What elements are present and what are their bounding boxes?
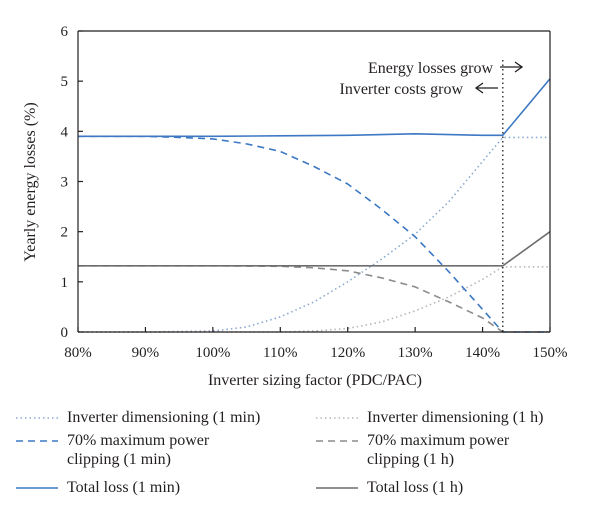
x-axis-title: Inverter sizing factor (PDC/PAC) (208, 372, 422, 389)
legend-label: 70% maximum power clipping (1 min) (67, 432, 210, 468)
y-tick-label: 0 (61, 325, 69, 341)
y-axis-title: Yearly energy losses (%) (22, 102, 39, 261)
y-tick-label: 1 (61, 275, 69, 291)
y-tick-label: 5 (61, 74, 69, 90)
y-tick-label: 6 (61, 24, 69, 40)
legend-label: 70% maximum power clipping (1 h) (367, 432, 510, 468)
x-tick-label: 140% (465, 345, 500, 361)
legend-item-inverter-dim-1h: Inverter dimensioning (1 h) (315, 408, 543, 427)
energy-annotation: Energy losses grow (368, 60, 493, 77)
series-line-inverter-dimensioning-1-h (78, 265, 550, 333)
legend-swatch-dashed-gray (316, 440, 358, 442)
legend-swatch-dotted-blue (16, 417, 58, 419)
legend-item-clipping-1h: 70% maximum power clipping (1 h) (315, 431, 509, 469)
y-tick-label: 3 (61, 175, 69, 191)
inverter-annotation: Inverter costs grow (339, 81, 463, 98)
x-tick-label: 110% (263, 345, 297, 361)
series-line-total-loss-1-h (78, 231, 551, 267)
legend-label: Inverter dimensioning (1 h) (367, 409, 544, 426)
series-line-70-maximum-power-clipping-1-h (78, 264, 550, 333)
legend-item-total-1min: Total loss (1 min) (15, 478, 180, 497)
x-tick-label: 80% (64, 345, 92, 361)
right-arrow-icon (500, 61, 524, 73)
series-line-inverter-dimensioning-1-min (78, 136, 550, 333)
legend-label: Inverter dimensioning (1 min) (67, 409, 261, 426)
y-tick-label: 4 (61, 124, 69, 140)
x-tick-label: 130% (398, 345, 433, 361)
legend-item-inverter-dim-1min: Inverter dimensioning (1 min) (15, 408, 260, 427)
series-layer (78, 78, 551, 333)
left-arrow-icon (474, 82, 498, 94)
legend-item-total-1h: Total loss (1 h) (315, 478, 463, 497)
x-tick-label: 100% (195, 345, 230, 361)
legend-swatch-solid-blue (16, 487, 58, 489)
line-chart: 80% 90% 100% 110% 120% 130% 140% 150% 0 1 2 3 4 5 6 Ye… (22, 24, 568, 389)
series-line-total-loss-1-min (78, 78, 551, 138)
legend-label: Total loss (1 min) (67, 479, 181, 496)
legend-swatch-solid-gray (316, 487, 358, 489)
x-tick-label: 90% (132, 345, 160, 361)
x-tick-label: 150% (533, 345, 568, 361)
ticks: 80% 90% 100% 110% 120% 130% 140% 150% 0 1 2 3 4 5 6 (61, 24, 568, 361)
legend-item-clipping-1min: 70% maximum power clipping (1 min) (15, 431, 209, 469)
y-tick-label: 2 (61, 225, 69, 241)
legend-label: Total loss (1 h) (367, 479, 464, 496)
legend-swatch-dotted-gray (316, 417, 358, 419)
x-tick-label: 120% (330, 345, 365, 361)
legend-swatch-dashed-blue (16, 440, 58, 442)
series-line-70-maximum-power-clipping-1-min (78, 135, 550, 333)
legend: Inverter dimensioning (1 min) Inverter d… (0, 402, 600, 512)
